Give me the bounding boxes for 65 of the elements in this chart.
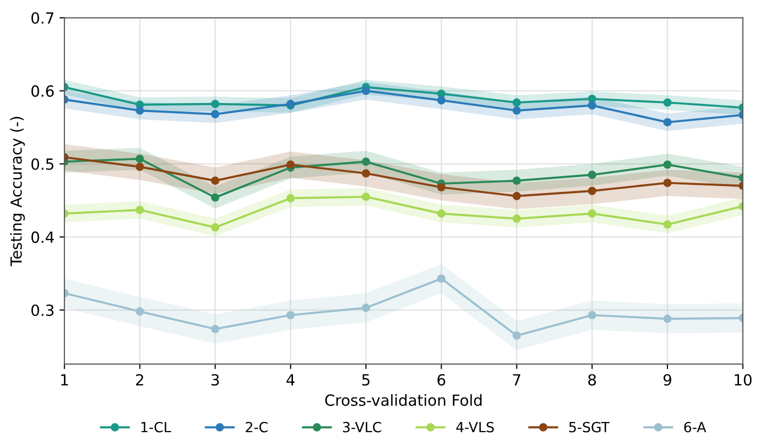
point — [362, 192, 370, 201]
point — [663, 118, 672, 126]
point — [211, 110, 220, 118]
point — [588, 94, 596, 104]
point — [437, 90, 446, 98]
x-tick-label: 9 — [664, 374, 672, 386]
legend-label: 6-A — [684, 422, 706, 432]
x-tick-label: 3 — [211, 374, 219, 386]
point — [362, 86, 370, 95]
point — [211, 100, 220, 108]
x-tick-label: 4 — [286, 374, 295, 386]
x-tick-label: 5 — [362, 374, 370, 386]
point — [588, 101, 596, 110]
legend-label: 5-SGT — [569, 422, 610, 432]
x-tick-label: 10 — [734, 374, 752, 386]
point — [136, 162, 144, 171]
x-tick-label: 7 — [513, 374, 520, 386]
point — [211, 223, 220, 232]
point — [437, 274, 446, 283]
point — [512, 98, 521, 107]
point — [286, 194, 295, 202]
x-tick-label: 2 — [136, 374, 144, 386]
point — [663, 98, 672, 107]
y-tick-label: 0.7 — [31, 12, 54, 24]
point — [136, 106, 144, 115]
point — [286, 310, 295, 320]
point — [588, 186, 596, 196]
legend-label: 4-VLS — [456, 422, 494, 432]
y-tick-label: 0.6 — [31, 85, 54, 97]
legend-label: 3-VLC — [343, 422, 382, 432]
x-tick-label: 1 — [61, 374, 68, 386]
point — [663, 314, 672, 323]
point — [588, 170, 596, 180]
legend-label: 2-C — [246, 422, 268, 432]
point — [362, 169, 370, 178]
point — [437, 209, 446, 218]
x-tick-label: 6 — [438, 374, 446, 386]
x-tick-label: 8 — [588, 374, 596, 386]
y-tick-label: 0.5 — [31, 158, 54, 170]
point — [136, 206, 144, 214]
legend-label: 1-CL — [141, 422, 172, 432]
point — [512, 176, 521, 185]
point — [286, 160, 295, 169]
point — [437, 96, 446, 104]
point — [136, 307, 144, 316]
y-tick-label: 0.3 — [31, 304, 54, 316]
y-tick-label: 0.4 — [31, 231, 54, 243]
point — [588, 310, 596, 320]
point — [211, 324, 220, 334]
y-axis-title: Testing Accuracy (-) — [10, 116, 25, 266]
x-axis-title: Cross-validation Fold — [325, 394, 482, 406]
point — [136, 154, 144, 163]
point — [512, 214, 521, 223]
point — [512, 192, 521, 200]
point — [437, 183, 446, 192]
point — [588, 209, 596, 218]
point — [362, 304, 370, 312]
point — [211, 193, 220, 202]
point — [211, 176, 220, 185]
point — [512, 331, 521, 340]
point — [663, 178, 672, 188]
point — [362, 158, 370, 166]
point — [512, 106, 521, 115]
point — [663, 220, 672, 229]
point — [663, 160, 672, 169]
